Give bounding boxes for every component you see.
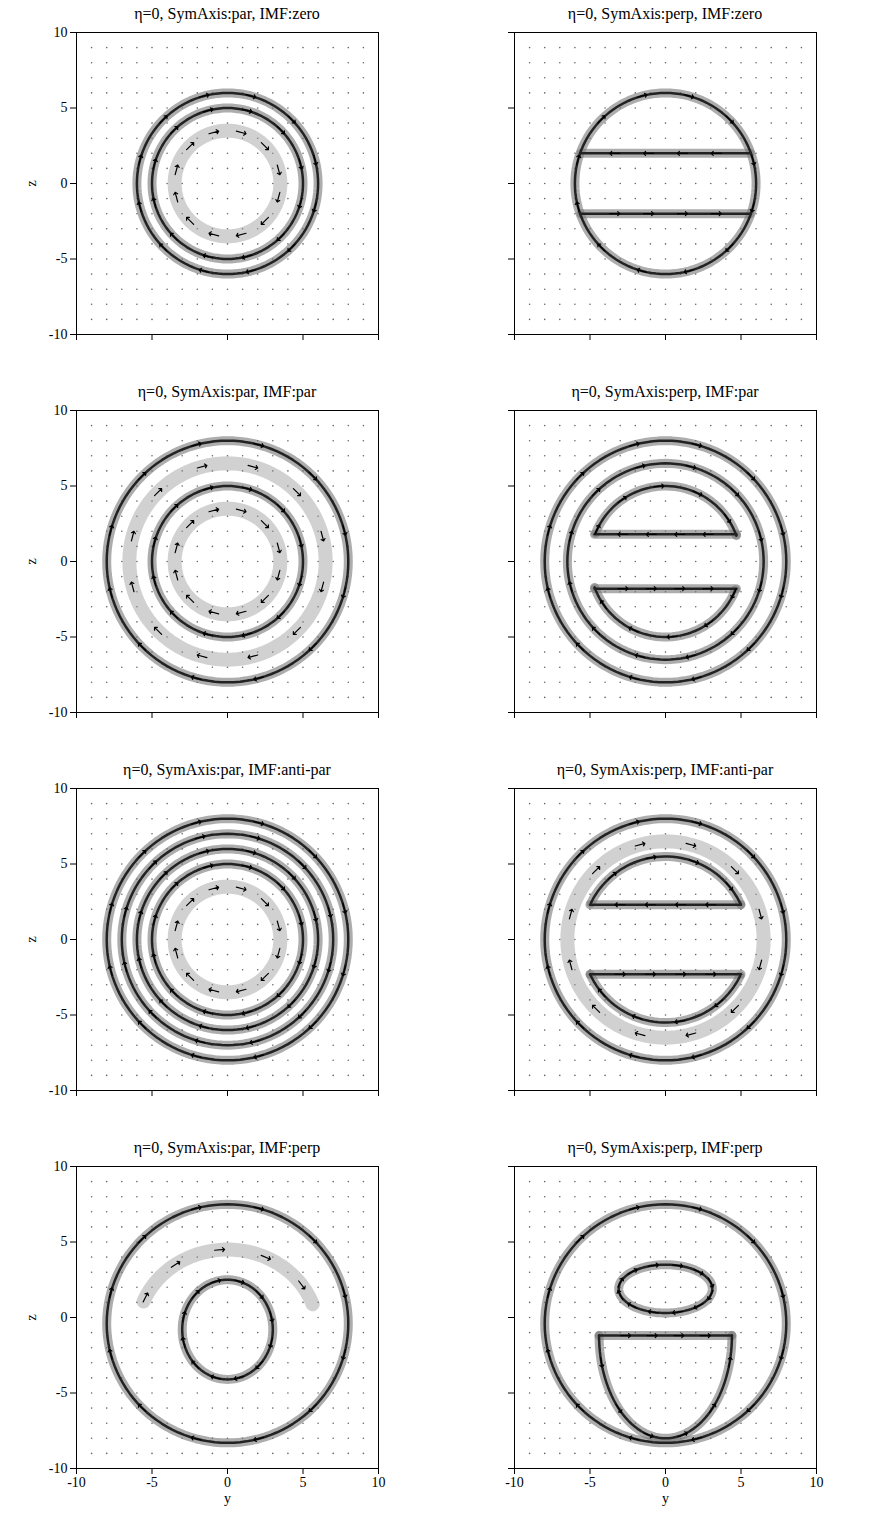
html-text:η=0, SymAxis:perp, IMF:zero: η=0, SymAxis:perp, IMF:zero: [567, 5, 763, 22]
html-text:η=0, SymAxis:par, IMF:anti-par: η=0, SymAxis:par, IMF:anti-par: [123, 761, 331, 778]
html-text:η=0, SymAxis:par, IMF:par: η=0, SymAxis:par, IMF:par: [137, 383, 317, 400]
svg-text:10: 10: [54, 403, 68, 418]
svg-text:10: 10: [54, 25, 68, 40]
html-text:η=0, SymAxis:par, IMF:zero: η=0, SymAxis:par, IMF:zero: [134, 5, 320, 22]
html-text:η=0, SymAxis:par, IMF:perp: η=0, SymAxis:par, IMF:perp: [133, 1139, 321, 1156]
svg-text:-5: -5: [146, 1475, 158, 1490]
svg-text:0: 0: [662, 1475, 669, 1490]
svg-text:-5: -5: [56, 251, 68, 266]
svg-text:5: 5: [61, 478, 68, 493]
svg-text:y: y: [662, 1491, 669, 1506]
svg-text:0: 0: [61, 554, 68, 569]
svg-text:-10: -10: [49, 327, 68, 342]
svg-text:10: 10: [372, 1475, 386, 1490]
svg-text:5: 5: [738, 1475, 745, 1490]
svg-text:-10: -10: [49, 705, 68, 720]
svg-text:5: 5: [61, 856, 68, 871]
svg-text:-5: -5: [56, 1007, 68, 1022]
svg-text:-5: -5: [584, 1475, 596, 1490]
svg-text:z: z: [24, 180, 39, 186]
svg-text:10: 10: [54, 1159, 68, 1174]
svg-text:-10: -10: [505, 1475, 524, 1490]
svg-text:5: 5: [61, 100, 68, 115]
svg-text:-10: -10: [67, 1475, 86, 1490]
html-text:η=0, SymAxis:perp, IMF:par: η=0, SymAxis:perp, IMF:par: [571, 383, 759, 400]
svg-text:5: 5: [300, 1475, 307, 1490]
svg-text:z: z: [24, 558, 39, 564]
svg-text:-5: -5: [56, 1385, 68, 1400]
svg-text:y: y: [224, 1491, 231, 1506]
svg-text:z: z: [24, 936, 39, 942]
svg-text:10: 10: [810, 1475, 824, 1490]
html-text:η=0, SymAxis:perp, IMF:perp: η=0, SymAxis:perp, IMF:perp: [567, 1139, 763, 1156]
svg-text:0: 0: [61, 1310, 68, 1325]
svg-text:5: 5: [61, 1234, 68, 1249]
svg-text:0: 0: [61, 932, 68, 947]
svg-text:0: 0: [224, 1475, 231, 1490]
svg-text:-5: -5: [56, 629, 68, 644]
svg-text:z: z: [24, 1314, 39, 1320]
html-text:η=0, SymAxis:perp, IMF:anti-pa: η=0, SymAxis:perp, IMF:anti-par: [556, 761, 774, 778]
svg-text:10: 10: [54, 781, 68, 796]
svg-text:-10: -10: [49, 1461, 68, 1476]
svg-text:0: 0: [61, 176, 68, 191]
svg-text:-10: -10: [49, 1083, 68, 1098]
